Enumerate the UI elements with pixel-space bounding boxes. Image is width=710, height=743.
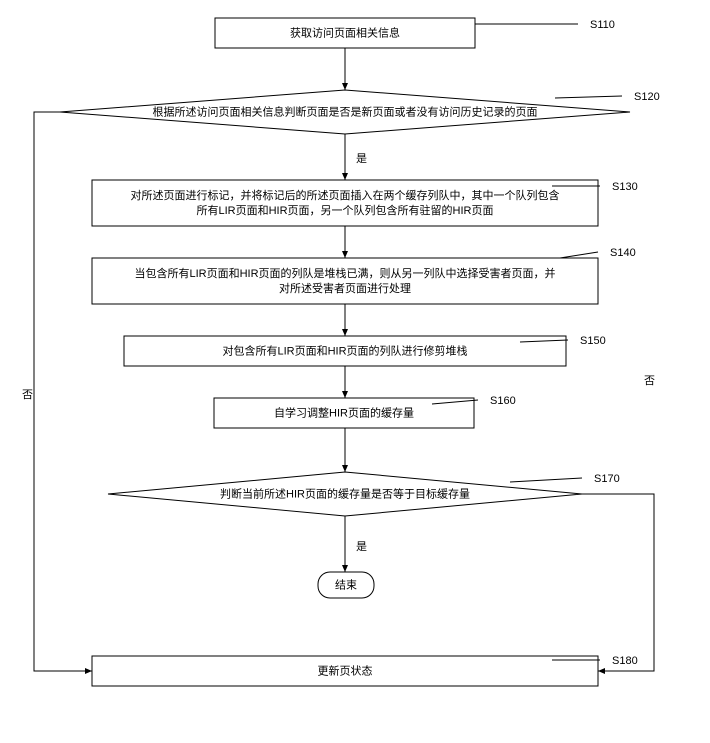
node-text: 判断当前所述HIR页面的缓存量是否等于目标缓存量 <box>220 487 470 501</box>
edge-s170-end: 是 <box>345 516 367 572</box>
step-label: S180 <box>612 655 638 667</box>
node-text: 对所述页面进行标记，并将标记后的所述页面插入在两个缓存列队中，其中一个队列包含 <box>131 188 560 202</box>
node-text: 获取访问页面相关信息 <box>290 26 400 40</box>
node-text: 结束 <box>335 579 357 592</box>
node-text: 自学习调整HIR页面的缓存量 <box>274 406 414 420</box>
node-text: 根据所述访问页面相关信息判断页面是否是新页面或者没有访问历史记录的页面 <box>153 105 538 119</box>
step-label: S170 <box>594 473 620 485</box>
node-text: 对所述受害者页面进行处理 <box>279 281 411 295</box>
step-label: S110 <box>590 19 615 31</box>
node-text: 所有LIR页面和HIR页面，另一个队列包含所有驻留的HIR页面 <box>196 203 493 217</box>
node-text: 更新页状态 <box>318 664 373 678</box>
node-text: 对包含所有LIR页面和HIR页面的列队进行修剪堆栈 <box>222 344 467 358</box>
node-s180: 更新页状态 S180 <box>92 655 638 686</box>
edge-label: 否 <box>644 375 655 387</box>
edge-s120-s180: 否 <box>22 112 92 671</box>
edge-label: 是 <box>356 152 367 165</box>
node-s170: 判断当前所述HIR页面的缓存量是否等于目标缓存量 S170 <box>108 472 620 516</box>
node-s150: 对包含所有LIR页面和HIR页面的列队进行修剪堆栈 S150 <box>124 335 606 366</box>
node-text: 当包含所有LIR页面和HIR页面的列队是堆栈已满，则从另一列队中选择受害者页面，… <box>134 266 555 280</box>
step-label: S120 <box>634 91 660 103</box>
node-end: 结束 <box>318 572 374 598</box>
node-s130: 对所述页面进行标记，并将标记后的所述页面插入在两个缓存列队中，其中一个队列包含所… <box>92 180 638 226</box>
edge-label: 是 <box>356 540 367 553</box>
step-label: S150 <box>580 335 606 347</box>
node-s140: 当包含所有LIR页面和HIR页面的列队是堆栈已满，则从另一列队中选择受害者页面，… <box>92 247 636 304</box>
edge-s120-s130: 是 <box>345 134 367 180</box>
node-s110: 获取访问页面相关信息 S110 <box>215 18 615 48</box>
node-s160: 自学习调整HIR页面的缓存量 S160 <box>214 395 516 428</box>
step-label: S130 <box>612 181 638 193</box>
step-label: S140 <box>610 247 636 259</box>
edge-label: 否 <box>22 389 33 401</box>
edge-s170-s180: 否 <box>582 375 655 671</box>
step-label: S160 <box>490 395 516 407</box>
node-s120: 根据所述访问页面相关信息判断页面是否是新页面或者没有访问历史记录的页面 S120 <box>60 90 660 134</box>
